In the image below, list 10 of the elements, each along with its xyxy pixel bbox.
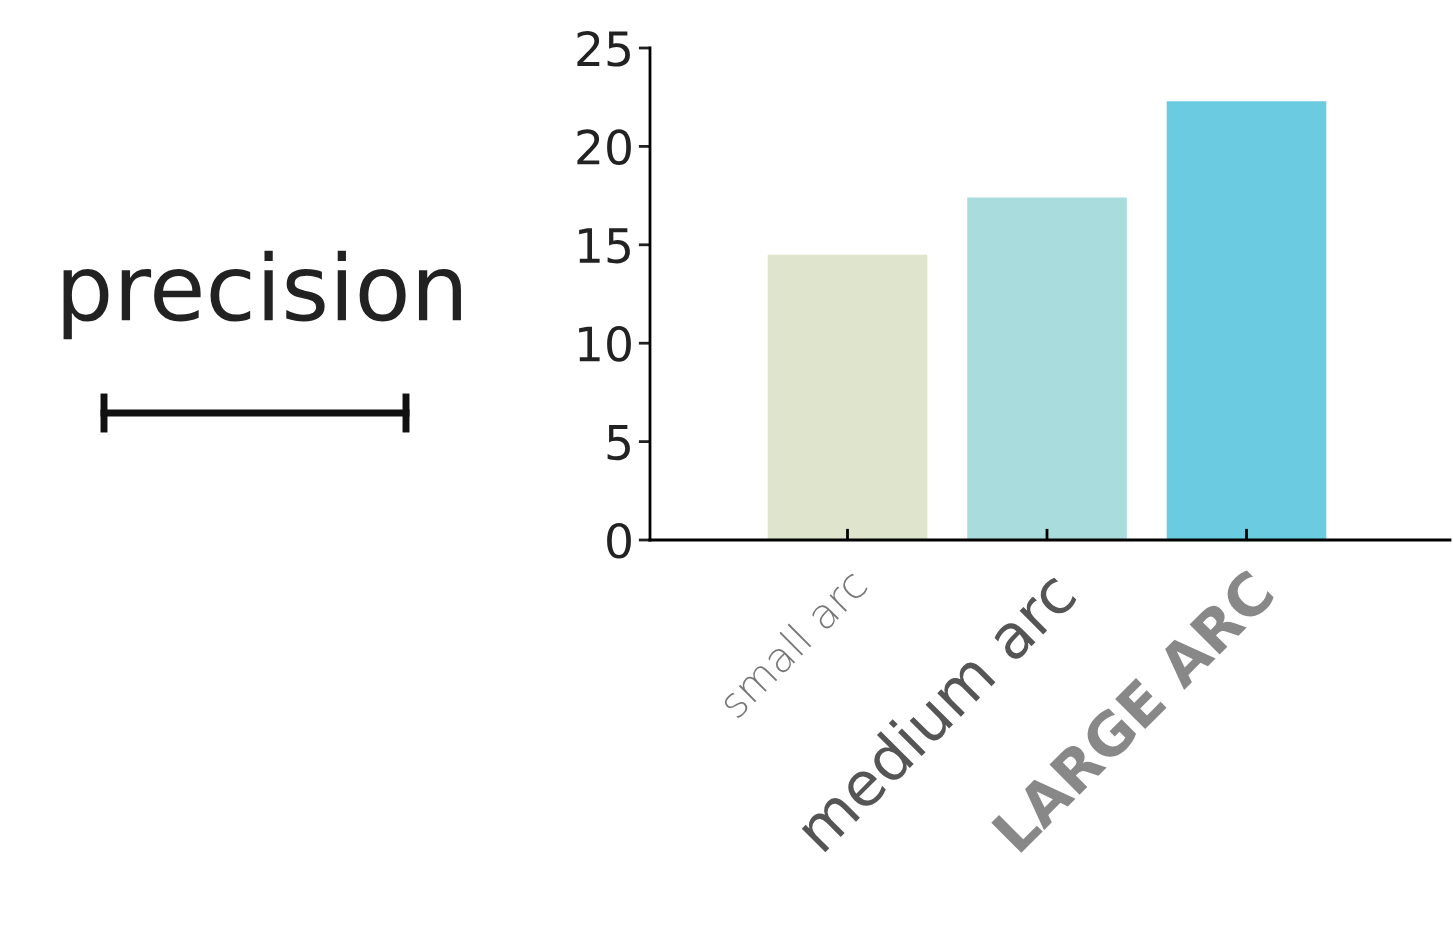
y-axis-title: precision [63, 250, 461, 340]
y-tick-label: 5 [607, 425, 630, 461]
bar [1166, 101, 1327, 540]
y-tick-label: 0 [607, 522, 631, 559]
bar [767, 254, 928, 540]
y-tick-label: 20 [577, 129, 631, 166]
y-tick-label: 10 [579, 326, 631, 362]
y-tick-label: 25 [577, 30, 630, 67]
bar [967, 197, 1127, 540]
y-tick-label: 15 [579, 228, 630, 264]
